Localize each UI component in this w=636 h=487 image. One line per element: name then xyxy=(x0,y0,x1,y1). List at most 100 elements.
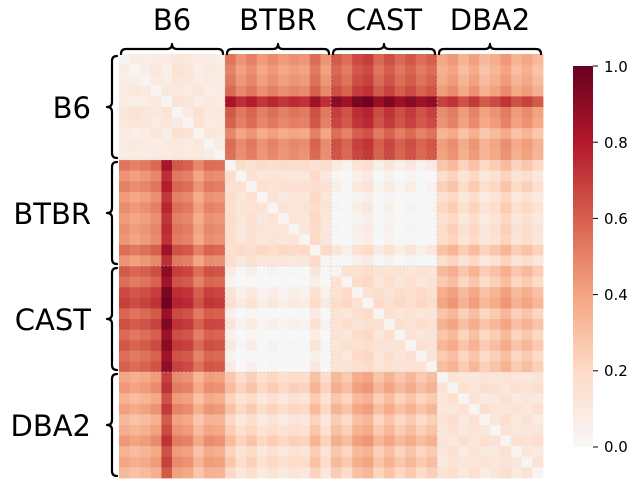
heatmap-cell xyxy=(288,191,300,203)
heatmap-cell xyxy=(405,372,417,383)
heatmap-cell xyxy=(394,85,406,97)
heatmap-cell xyxy=(341,287,353,299)
heatmap-cell xyxy=(490,202,501,214)
heatmap-cell xyxy=(182,372,194,383)
heatmap-cell xyxy=(426,107,438,118)
heatmap-cell xyxy=(490,181,501,193)
heatmap-cell xyxy=(532,308,544,320)
heatmap-cell xyxy=(309,446,321,458)
heatmap-cell xyxy=(394,181,406,193)
heatmap-cell xyxy=(331,350,342,362)
heatmap-cell xyxy=(458,361,470,373)
heatmap-cell xyxy=(267,467,279,479)
heatmap-cell xyxy=(362,160,374,171)
heatmap-cell xyxy=(182,149,194,161)
heatmap-cell xyxy=(182,414,194,426)
heatmap-cell xyxy=(458,414,470,426)
heatmap-cell xyxy=(437,329,448,341)
heatmap-cell xyxy=(203,350,215,362)
heatmap-cell xyxy=(426,202,438,214)
heatmap-cell xyxy=(225,435,236,447)
heatmap-cell xyxy=(341,181,353,193)
heatmap-cell xyxy=(225,255,236,267)
heatmap-cell xyxy=(479,456,491,468)
heatmap-cell xyxy=(468,467,480,479)
heatmap-cell xyxy=(490,297,501,309)
heatmap-cell xyxy=(394,234,406,246)
heatmap-cell xyxy=(500,107,512,118)
heatmap-cell xyxy=(511,308,523,320)
heatmap-cell xyxy=(468,372,480,383)
heatmap-cell xyxy=(362,64,374,76)
heatmap-cell xyxy=(468,361,480,373)
heatmap-cell xyxy=(331,403,342,415)
heatmap-cell xyxy=(129,467,141,479)
heatmap-cell xyxy=(278,170,289,182)
heatmap-cell xyxy=(331,297,342,309)
heatmap-cell xyxy=(341,234,353,246)
heatmap-cell xyxy=(384,202,395,214)
heatmap-cell xyxy=(203,223,215,235)
heatmap-cell xyxy=(405,234,417,246)
heatmap-cell xyxy=(362,340,374,352)
heatmap-cell xyxy=(447,181,459,193)
heatmap-cell xyxy=(214,361,226,373)
heatmap-cell xyxy=(214,414,226,426)
heatmap-cell xyxy=(246,181,258,193)
heatmap-cell xyxy=(394,117,406,129)
heatmap-cell xyxy=(309,361,321,373)
heatmap-cell xyxy=(521,372,533,383)
heatmap-cell xyxy=(161,160,173,171)
heatmap-cell xyxy=(394,128,406,140)
heatmap-cell xyxy=(267,456,279,468)
heatmap-cell xyxy=(415,435,427,447)
heatmap-cell xyxy=(373,181,385,193)
heatmap-cell xyxy=(182,319,194,330)
heatmap-cell xyxy=(140,191,152,203)
heatmap-cell xyxy=(468,213,480,224)
heatmap-cell xyxy=(150,393,162,405)
heatmap-cell xyxy=(246,350,258,362)
heatmap-cell xyxy=(267,64,279,76)
heatmap-cell xyxy=(362,75,374,87)
heatmap-cell xyxy=(193,117,205,129)
heatmap-cell xyxy=(331,117,342,129)
heatmap-cell xyxy=(320,276,332,288)
heatmap-cell xyxy=(203,361,215,373)
heatmap-cell xyxy=(246,308,258,320)
heatmap-cell xyxy=(320,75,332,87)
heatmap-cell xyxy=(341,255,353,267)
heatmap-cell xyxy=(521,329,533,341)
heatmap-cell xyxy=(405,393,417,405)
heatmap-cell xyxy=(299,329,311,341)
heatmap-cell xyxy=(119,446,130,458)
heatmap-cell xyxy=(203,329,215,341)
heatmap-cell xyxy=(405,361,417,373)
heatmap-cell xyxy=(394,456,406,468)
heatmap-cell xyxy=(320,403,332,415)
heatmap-cell xyxy=(267,202,279,214)
heatmap-cell xyxy=(511,202,523,214)
heatmap-cell xyxy=(225,149,236,161)
heatmap-cell xyxy=(246,340,258,352)
heatmap-cell xyxy=(341,149,353,161)
heatmap-cell xyxy=(203,244,215,256)
heatmap-cell xyxy=(341,308,353,320)
heatmap-cell xyxy=(161,64,173,76)
heatmap-cell xyxy=(256,276,268,288)
heatmap-cell xyxy=(288,329,300,341)
heatmap-cell xyxy=(214,276,226,288)
heatmap-cell xyxy=(278,149,289,161)
heatmap-cell xyxy=(373,456,385,468)
heatmap-cell xyxy=(140,393,152,405)
heatmap-cell xyxy=(394,223,406,235)
heatmap-cell xyxy=(341,382,353,394)
heatmap-cell xyxy=(500,446,512,458)
heatmap-cell xyxy=(468,160,480,171)
heatmap-cell xyxy=(352,287,364,299)
heatmap-cell xyxy=(405,96,417,108)
heatmap-cell xyxy=(458,181,470,193)
heatmap-cell xyxy=(384,149,395,161)
heatmap-cell xyxy=(203,191,215,203)
heatmap-cell xyxy=(352,446,364,458)
